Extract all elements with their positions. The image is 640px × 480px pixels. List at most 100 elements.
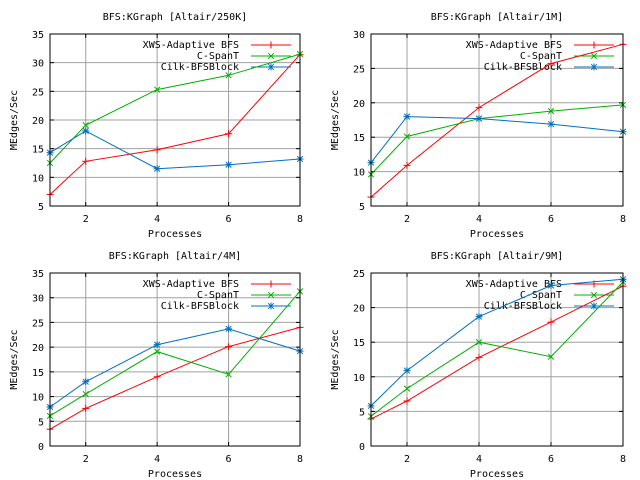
- y-tick-label: 20: [353, 304, 365, 315]
- legend-label: XWS-Adaptive BFS: [466, 40, 562, 51]
- y-tick-label: 5: [359, 202, 365, 213]
- data-point: [403, 367, 411, 375]
- series-line: [370, 116, 624, 164]
- y-tick-label: 15: [353, 133, 365, 144]
- y-axis-label: MEdges/Sec: [330, 90, 341, 150]
- chart-panel-3: BFS:KGraph [Altair/4M] 0 5 10 15 20 25 30 35 2 4 6 8…: [9, 251, 304, 480]
- data-point: [153, 146, 161, 154]
- x-tick-label: 6: [548, 454, 554, 465]
- x-tick-label: 6: [548, 214, 554, 225]
- x-tick-label: 2: [83, 214, 89, 225]
- legend-label: Cilk-BFSBlock: [484, 301, 562, 312]
- legend-label: C-SpanT: [520, 51, 562, 62]
- data-point: [403, 397, 411, 405]
- legend-label: C-SpanT: [197, 290, 239, 301]
- chart-panel-1: BFS:KGraph [Altair/250K] 5 10 15 20 25 30 35 2 4 6…: [9, 12, 304, 240]
- data-point: [547, 318, 555, 326]
- x-tick-label: 4: [476, 214, 482, 225]
- x-axis-label: Processes: [470, 469, 524, 480]
- y-tick-label: 5: [359, 407, 365, 418]
- legend-label: C-SpanT: [197, 51, 239, 62]
- data-point: [153, 341, 161, 349]
- chart-title: BFS:KGraph [Altair/4M]: [109, 251, 241, 262]
- legend-label: Cilk-BFSBlock: [484, 62, 562, 73]
- legend-marker: [267, 280, 275, 288]
- data-point: [547, 120, 555, 128]
- plot-frame: [49, 33, 301, 207]
- data-point: [225, 72, 232, 79]
- y-tick-label: 15: [32, 145, 44, 156]
- legend-label: Cilk-BFSBlock: [161, 62, 239, 73]
- y-tick-label: 20: [353, 99, 365, 110]
- legend-label: XWS-Adaptive BFS: [143, 40, 239, 51]
- chart-title: BFS:KGraph [Altair/9M]: [431, 251, 563, 262]
- legend-marker: [590, 52, 598, 60]
- series-line: [49, 326, 301, 430]
- y-tick-label: 5: [38, 202, 44, 213]
- legend-marker: [590, 291, 598, 299]
- data-point: [475, 353, 483, 361]
- y-tick-label: 25: [353, 64, 365, 75]
- y-tick-label: 30: [353, 30, 365, 41]
- chart-panel-4: BFS:KGraph [Altair/9M] 0 5 10 15 20 25 2 4 6 8 Proc…: [330, 251, 627, 480]
- data-point: [403, 161, 411, 169]
- y-tick-label: 5: [38, 417, 44, 428]
- legend-marker: [267, 291, 275, 299]
- data-point: [82, 127, 90, 135]
- legend-label: XWS-Adaptive BFS: [143, 279, 239, 290]
- data-point: [403, 113, 411, 121]
- data-point: [82, 122, 89, 129]
- x-tick-label: 8: [620, 454, 626, 465]
- plot-frame: [370, 33, 624, 207]
- y-tick-label: 15: [32, 368, 44, 379]
- y-tick-label: 0: [359, 442, 365, 453]
- data-point: [82, 404, 90, 412]
- data-point: [403, 133, 411, 140]
- x-tick-label: 2: [83, 454, 89, 465]
- data-point: [153, 373, 161, 381]
- data-point: [153, 165, 161, 173]
- y-tick-label: 10: [353, 373, 365, 384]
- data-point: [225, 130, 233, 138]
- x-tick-label: 4: [154, 214, 160, 225]
- data-point: [475, 115, 483, 123]
- x-tick-label: 8: [297, 214, 303, 225]
- plot-frame: [49, 272, 301, 447]
- data-point: [82, 157, 90, 165]
- x-axis-label: Processes: [148, 229, 202, 240]
- y-tick-label: 25: [32, 87, 44, 98]
- data-point: [225, 325, 233, 333]
- y-tick-label: 0: [38, 442, 44, 453]
- x-tick-label: 2: [404, 214, 410, 225]
- data-point: [547, 281, 555, 289]
- data-point: [403, 385, 411, 392]
- data-point: [153, 348, 161, 355]
- x-axis-label: Processes: [470, 229, 524, 240]
- data-point: [225, 161, 233, 169]
- data-point: [547, 353, 555, 360]
- y-tick-label: 30: [32, 294, 44, 305]
- y-tick-label: 25: [353, 269, 365, 280]
- data-point: [547, 107, 555, 115]
- legend-marker: [267, 63, 275, 71]
- x-axis-label: Processes: [148, 469, 202, 480]
- chart-title: BFS:KGraph [Altair/250K]: [103, 12, 248, 23]
- x-tick-label: 8: [297, 454, 303, 465]
- x-tick-label: 2: [404, 454, 410, 465]
- y-tick-label: 20: [32, 116, 44, 127]
- data-point: [547, 60, 555, 68]
- data-point: [475, 339, 483, 346]
- data-point: [153, 86, 161, 93]
- data-point: [225, 371, 232, 378]
- series-line: [49, 130, 301, 170]
- y-tick-label: 20: [32, 343, 44, 354]
- legend-label: Cilk-BFSBlock: [161, 301, 239, 312]
- data-point: [475, 104, 483, 112]
- x-tick-label: 6: [226, 454, 232, 465]
- data-point: [82, 378, 90, 386]
- chart-panel-2: BFS:KGraph [Altair/1M] 5 10 15 20 25 30 2 4 6 8 Pro…: [330, 12, 627, 240]
- y-tick-label: 10: [32, 173, 44, 184]
- legend-marker: [590, 41, 598, 49]
- x-tick-label: 8: [620, 214, 626, 225]
- y-tick-label: 10: [32, 393, 44, 404]
